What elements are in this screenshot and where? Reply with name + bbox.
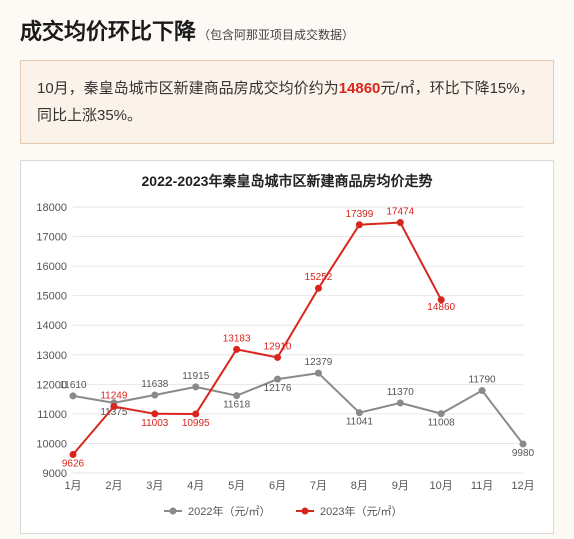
summary-highlight: 14860 xyxy=(339,80,381,97)
headline: 成交均价环比下降 （包含阿那亚项目成交数据） xyxy=(20,14,554,46)
svg-text:13183: 13183 xyxy=(223,333,251,344)
svg-text:5月: 5月 xyxy=(228,480,245,492)
svg-text:11370: 11370 xyxy=(387,387,415,398)
svg-text:9626: 9626 xyxy=(62,458,85,469)
svg-text:3月: 3月 xyxy=(146,480,163,492)
svg-text:10995: 10995 xyxy=(182,418,210,429)
svg-text:4月: 4月 xyxy=(187,480,204,492)
svg-text:14860: 14860 xyxy=(427,302,455,313)
svg-text:9000: 9000 xyxy=(43,468,67,480)
svg-text:12月: 12月 xyxy=(511,480,534,492)
svg-text:11249: 11249 xyxy=(100,391,128,402)
svg-text:15252: 15252 xyxy=(305,272,333,283)
svg-text:11月: 11月 xyxy=(471,480,493,492)
svg-text:1月: 1月 xyxy=(64,480,81,492)
chart-card: 2022-2023年秦皇岛城市区新建商品房均价走势 9000 10000 11000… xyxy=(20,160,554,534)
svg-text:12176: 12176 xyxy=(264,383,292,394)
svg-text:9980: 9980 xyxy=(512,448,535,459)
summary-pre: 10月，秦皇岛城市区新建商品房成交均价约为 xyxy=(37,80,339,97)
headline-sub: （包含阿那亚项目成交数据） xyxy=(198,26,354,43)
svg-text:11000: 11000 xyxy=(37,409,67,421)
svg-text:11041: 11041 xyxy=(346,417,374,428)
svg-text:10000: 10000 xyxy=(36,438,67,450)
svg-text:9月: 9月 xyxy=(392,480,409,492)
svg-text:11003: 11003 xyxy=(141,418,169,429)
svg-text:2月: 2月 xyxy=(105,480,122,492)
svg-text:11610: 11610 xyxy=(59,380,87,391)
svg-text:2022年（元/㎡）: 2022年（元/㎡） xyxy=(188,504,271,518)
headline-main: 成交均价环比下降 xyxy=(20,14,196,46)
svg-text:13000: 13000 xyxy=(36,350,67,362)
svg-text:17000: 17000 xyxy=(36,232,67,244)
svg-text:17474: 17474 xyxy=(386,207,414,218)
svg-text:11638: 11638 xyxy=(141,379,169,390)
svg-text:14000: 14000 xyxy=(36,320,67,332)
line-chart: 9000100001100012000130001400015000160001… xyxy=(29,197,539,527)
summary-box: 10月，秦皇岛城市区新建商品房成交均价约为14860元/㎡，环比下降15%，同比… xyxy=(20,60,554,144)
svg-text:11618: 11618 xyxy=(223,400,251,411)
svg-text:11915: 11915 xyxy=(182,371,210,382)
svg-text:11008: 11008 xyxy=(428,418,456,429)
svg-text:6月: 6月 xyxy=(269,480,286,492)
svg-text:15000: 15000 xyxy=(36,291,67,303)
svg-text:2023年（元/㎡）: 2023年（元/㎡） xyxy=(320,504,403,518)
svg-text:12379: 12379 xyxy=(305,357,333,368)
svg-text:11790: 11790 xyxy=(469,375,497,386)
svg-text:10月: 10月 xyxy=(430,480,453,492)
svg-text:16000: 16000 xyxy=(36,261,67,273)
svg-text:17399: 17399 xyxy=(345,209,373,220)
svg-text:7月: 7月 xyxy=(310,480,327,492)
svg-text:12910: 12910 xyxy=(264,341,292,352)
svg-text:8月: 8月 xyxy=(351,480,368,492)
svg-text:18000: 18000 xyxy=(36,202,67,214)
chart-title: 2022-2023年秦皇岛城市区新建商品房均价走势 xyxy=(29,171,545,191)
